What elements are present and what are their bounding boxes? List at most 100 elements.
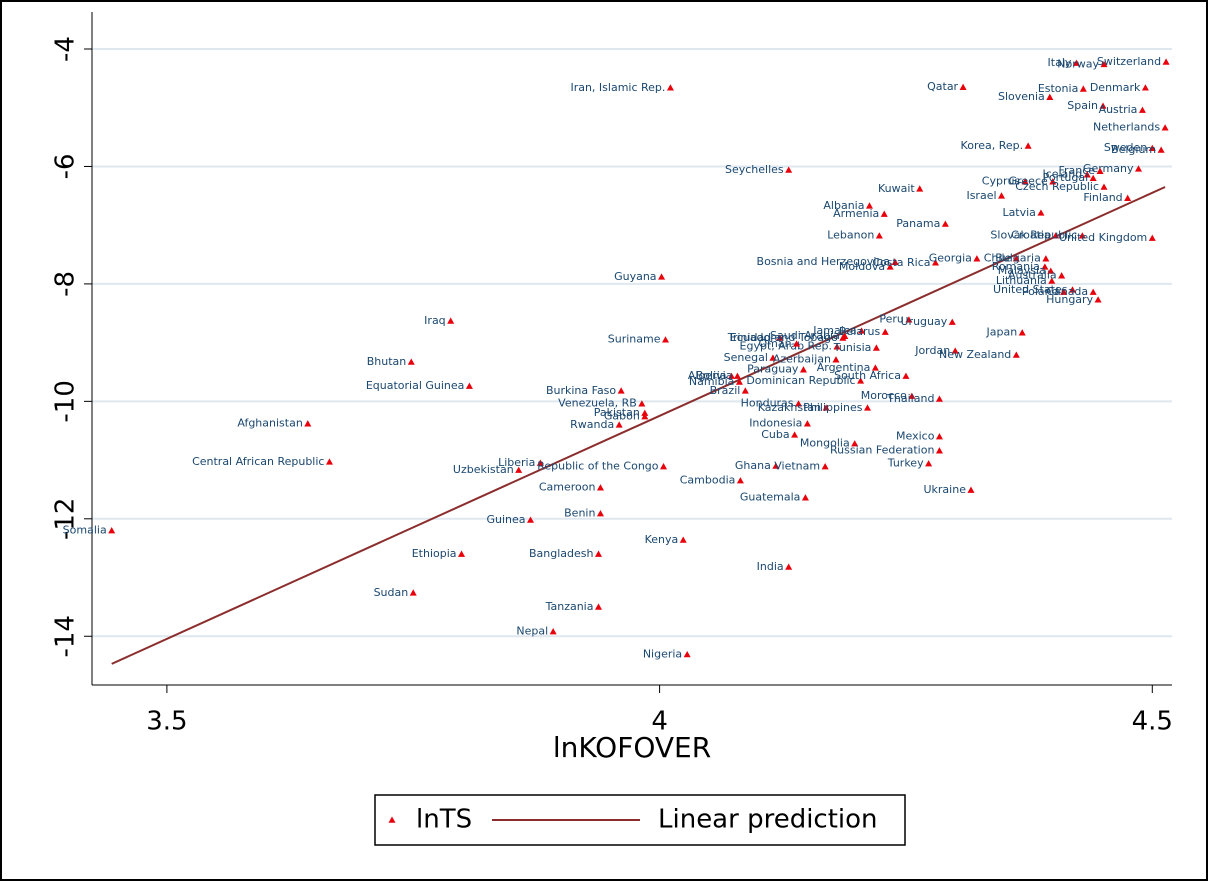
point — [1124, 194, 1132, 201]
point — [617, 387, 625, 394]
point — [658, 273, 666, 280]
point-label: Latvia — [1002, 206, 1036, 219]
point — [666, 84, 674, 91]
point-label: Canada — [1046, 285, 1088, 298]
point — [967, 486, 975, 493]
point-label: Ethiopia — [412, 547, 457, 560]
point-label: Belgium — [1111, 143, 1156, 156]
point-label: Slovenia — [998, 90, 1045, 103]
point-label: Morocco — [861, 389, 907, 402]
point-label: Cameroon — [539, 481, 596, 494]
point-label: Bolivia — [696, 369, 733, 382]
point — [785, 166, 793, 173]
point — [795, 400, 803, 407]
point — [458, 550, 466, 557]
point — [941, 220, 949, 227]
point — [447, 317, 455, 324]
point — [465, 382, 473, 389]
point — [1021, 178, 1029, 185]
point — [791, 431, 799, 438]
point — [998, 192, 1006, 199]
point-label: Albania — [823, 199, 864, 212]
point — [881, 328, 889, 335]
point — [641, 409, 649, 416]
point — [1100, 183, 1108, 190]
point — [865, 202, 873, 209]
point — [409, 589, 417, 596]
point — [733, 372, 741, 379]
point — [1079, 85, 1087, 92]
point — [793, 340, 801, 347]
point — [594, 550, 602, 557]
point-label: Venezuela, RB — [558, 397, 637, 410]
point — [594, 603, 602, 610]
point-label: Thailand — [886, 392, 934, 405]
point — [662, 336, 670, 343]
point-label: Peru — [879, 313, 904, 326]
point — [858, 327, 866, 334]
point — [304, 420, 312, 427]
point — [925, 460, 933, 467]
point-label: Bhutan — [367, 355, 407, 368]
point-label: Australia — [1008, 269, 1057, 282]
point — [1148, 234, 1156, 241]
point — [1134, 165, 1142, 172]
point-label: Mexico — [896, 430, 935, 443]
point-label: Bangladesh — [529, 547, 594, 560]
point — [615, 421, 623, 428]
point-label: Egypt, Arab Rep. — [740, 340, 832, 353]
point-label: Paraguay — [747, 363, 799, 376]
point-label: Cuba — [761, 428, 789, 441]
point-label: Afghanistan — [237, 417, 303, 430]
point-label: Indonesia — [749, 417, 802, 430]
point-label: Bosnia and Herzegovina — [757, 255, 891, 268]
point-label: Japan — [986, 326, 1018, 339]
point-label: Russian Federation — [830, 444, 934, 457]
point — [1094, 296, 1102, 303]
point-label: Republic of the Congo — [537, 460, 659, 473]
point-label: Ukraine — [923, 483, 966, 496]
point-label: New Zealand — [939, 348, 1011, 361]
point — [325, 458, 333, 465]
point-label: Suriname — [608, 333, 661, 346]
point — [1157, 146, 1165, 153]
point-label: Germany — [1083, 162, 1134, 175]
point-label: Israel — [966, 189, 996, 202]
point-label: Chile — [984, 252, 1012, 265]
point-label: Austria — [1099, 103, 1138, 116]
point — [1048, 277, 1056, 284]
point — [536, 459, 544, 466]
point — [851, 440, 859, 447]
point-label: Bulgaria — [995, 252, 1041, 265]
point — [1161, 124, 1169, 131]
point-label: India — [757, 560, 784, 573]
x-axis-title: lnKOFOVER — [553, 731, 711, 764]
point — [735, 378, 743, 385]
point-label: Nepal — [516, 625, 548, 638]
point — [832, 356, 840, 363]
point — [1138, 106, 1146, 113]
point-label: Sudan — [374, 586, 409, 599]
point-label: Turkey — [887, 457, 924, 470]
legend-marker — [388, 816, 396, 823]
point — [1089, 288, 1097, 295]
point-label: Korea, Rep. — [961, 139, 1024, 152]
point — [1018, 329, 1026, 336]
point-label: Spain — [1067, 99, 1098, 112]
point — [683, 650, 691, 658]
point — [1042, 255, 1050, 262]
point-label: Cyprus — [982, 175, 1021, 188]
point — [641, 413, 649, 420]
point-label: South Africa — [834, 369, 901, 382]
point-label: Saudi Arabia — [770, 329, 840, 342]
point-label: Gabon — [604, 410, 640, 423]
point — [1100, 60, 1108, 68]
point-label: Poland — [1022, 285, 1059, 298]
point-label: Somalia — [63, 524, 107, 537]
point-label: Guatemala — [740, 491, 801, 504]
point-label: Iran, Islamic Rep. — [570, 81, 665, 94]
point-label: Romania — [992, 260, 1040, 273]
point-label: Kazakhstan — [758, 401, 821, 414]
y-tick-label: -4 — [51, 36, 81, 62]
